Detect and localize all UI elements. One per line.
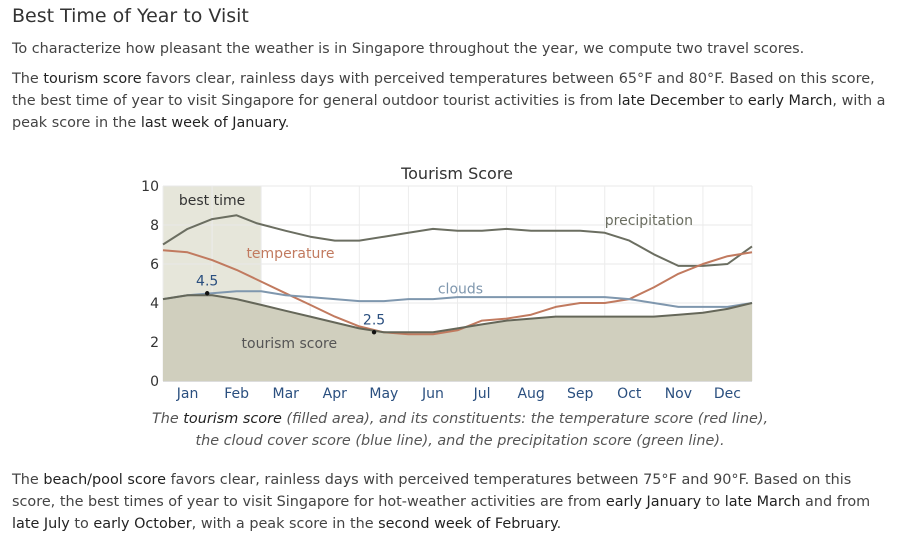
series-label-clouds: clouds [438,281,483,297]
best-time-start: late December [617,93,725,109]
month-label: Feb [224,386,249,402]
month-label: Apr [323,386,347,402]
beach-period2-end: early October [93,516,192,532]
y-tick-label: 10 [141,179,159,195]
chart-title: Tourism Score [400,164,513,183]
month-label: Aug [517,386,544,402]
series-label-precipitation: precipitation [605,213,693,229]
month-label: Dec [714,386,741,402]
tourism-score-line [162,294,753,334]
chart-series [162,214,753,381]
month-label: Nov [665,386,692,402]
beach-peak-time: second week of February [378,516,557,532]
month-label: Jul [473,386,491,402]
beach-period1-end: late March [724,494,801,510]
beach-period2-start: late July [12,516,70,532]
series-label-tourism-score: tourism score [242,336,338,352]
tourism-score-term: tourism score [43,71,142,87]
precipitation-line [162,214,753,267]
best-time-label: best time [179,193,245,209]
month-label: Mar [272,386,299,402]
y-tick-label: 8 [150,218,159,234]
beach-score-term: beach/pool score [43,472,167,488]
y-tick-label: 2 [150,335,159,351]
y-tick-label: 6 [150,257,159,273]
beach-score-paragraph: The beach/pool score favors clear, rainl… [12,472,871,532]
annotation-label: 2.5 [363,312,385,328]
month-label: Oct [617,386,642,402]
intro-paragraph: To characterize how pleasant the weather… [12,41,805,57]
chart-caption: The tourism score (filled area), and its… [151,411,769,449]
y-tick-label: 4 [150,296,159,312]
month-label: May [369,386,398,402]
peak-time: last week of January [140,115,285,131]
y-tick-label: 0 [150,374,159,390]
annotation-dot [371,330,377,335]
month-label: Jan [176,386,199,402]
chart-labels: best time 0 2 4 6 8 10 Jan Feb Mar Apr May Jun Jul Aug… [141,179,741,402]
month-label: Jun [421,386,444,402]
tourism-score-paragraph: The tourism score favors clear, rainless… [12,71,886,131]
series-label-temperature: temperature [246,246,334,262]
beach-period1-start: early January [605,494,702,510]
month-label: Sep [567,386,594,402]
caption-tourism-score-term: tourism score [183,411,282,427]
clouds-line [162,290,753,308]
page-title: Best Time of Year to Visit [12,5,249,27]
annotation-dot [204,291,210,296]
best-time-end: early March [747,93,833,109]
temperature-line [162,249,753,336]
annotation-label: 4.5 [196,273,218,289]
